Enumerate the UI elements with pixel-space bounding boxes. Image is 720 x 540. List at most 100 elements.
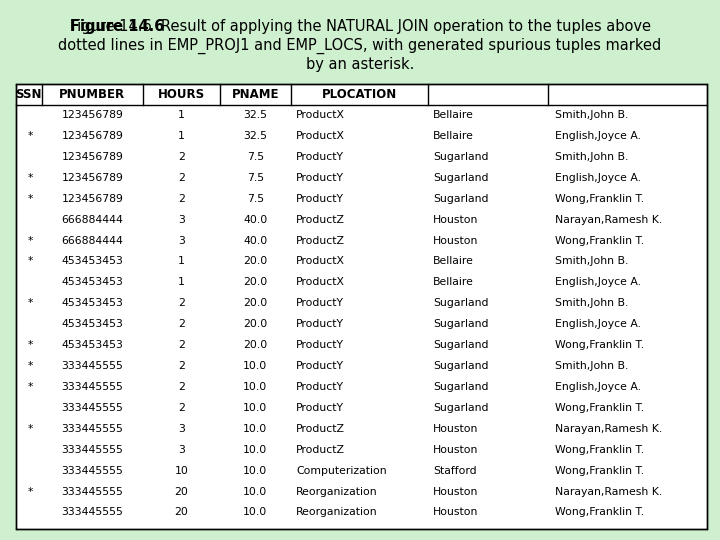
Text: Computerization: Computerization <box>296 465 387 476</box>
Text: ProductZ: ProductZ <box>296 445 345 455</box>
Text: English,Joyce A.: English,Joyce A. <box>554 278 641 287</box>
Text: ProductX: ProductX <box>296 278 345 287</box>
Text: Narayan,Ramesh K.: Narayan,Ramesh K. <box>554 487 662 497</box>
Text: 10.0: 10.0 <box>243 403 268 413</box>
Text: 40.0: 40.0 <box>243 235 268 246</box>
Text: 7.5: 7.5 <box>247 152 264 162</box>
Text: PNUMBER: PNUMBER <box>59 87 125 100</box>
Text: 3: 3 <box>178 424 185 434</box>
Text: *: * <box>27 131 32 141</box>
Text: 20.0: 20.0 <box>243 319 268 329</box>
Text: Smith,John B.: Smith,John B. <box>554 298 628 308</box>
Text: 453453453: 453453453 <box>61 298 123 308</box>
Text: dotted lines in EMP_PROJ1 and EMP_LOCS, with generated spurious tuples marked: dotted lines in EMP_PROJ1 and EMP_LOCS, … <box>58 38 662 54</box>
Text: *: * <box>27 424 32 434</box>
Text: 453453453: 453453453 <box>61 319 123 329</box>
Text: *: * <box>27 256 32 266</box>
Text: 2: 2 <box>178 382 185 392</box>
Text: 7.5: 7.5 <box>247 173 264 183</box>
Text: ProductZ: ProductZ <box>296 424 345 434</box>
Text: Bellaire: Bellaire <box>433 131 474 141</box>
Text: ProductX: ProductX <box>296 110 345 120</box>
Text: 1: 1 <box>178 256 185 266</box>
Text: Smith,John B.: Smith,John B. <box>554 361 628 371</box>
Text: 10.0: 10.0 <box>243 424 268 434</box>
Text: 2: 2 <box>178 298 185 308</box>
Text: *: * <box>27 340 32 350</box>
Text: ProductZ: ProductZ <box>296 235 345 246</box>
Text: *: * <box>27 235 32 246</box>
Text: Smith,John B.: Smith,John B. <box>554 152 628 162</box>
Text: English,Joyce A.: English,Joyce A. <box>554 173 641 183</box>
Text: Houston: Houston <box>433 445 478 455</box>
Text: Wong,Franklin T.: Wong,Franklin T. <box>554 340 644 350</box>
Text: *: * <box>27 361 32 371</box>
Text: 32.5: 32.5 <box>243 110 267 120</box>
Text: ProductY: ProductY <box>296 403 344 413</box>
Text: 3: 3 <box>178 445 185 455</box>
Text: 333445555: 333445555 <box>61 424 123 434</box>
Text: *: * <box>27 194 32 204</box>
Text: 32.5: 32.5 <box>243 131 267 141</box>
Text: ProductY: ProductY <box>296 382 344 392</box>
Text: ProductY: ProductY <box>296 319 344 329</box>
Text: 20: 20 <box>175 508 189 517</box>
Text: Reorganization: Reorganization <box>296 487 378 497</box>
Text: 20: 20 <box>175 487 189 497</box>
Bar <box>16 84 707 529</box>
Text: Bellaire: Bellaire <box>433 256 474 266</box>
Text: 666884444: 666884444 <box>61 235 123 246</box>
Text: ProductY: ProductY <box>296 152 344 162</box>
Text: 3: 3 <box>178 215 185 225</box>
Text: 7.5: 7.5 <box>247 194 264 204</box>
Text: Houston: Houston <box>433 215 478 225</box>
Text: 2: 2 <box>178 319 185 329</box>
Text: 333445555: 333445555 <box>61 382 123 392</box>
Text: English,Joyce A.: English,Joyce A. <box>554 131 641 141</box>
Text: 20.0: 20.0 <box>243 298 268 308</box>
Text: 2: 2 <box>178 194 185 204</box>
Text: SSN: SSN <box>15 87 42 100</box>
Text: 123456789: 123456789 <box>61 173 123 183</box>
Text: 10.0: 10.0 <box>243 465 268 476</box>
Text: 123456789: 123456789 <box>61 152 123 162</box>
Text: Narayan,Ramesh K.: Narayan,Ramesh K. <box>554 215 662 225</box>
Text: ProductY: ProductY <box>296 361 344 371</box>
Text: 333445555: 333445555 <box>61 445 123 455</box>
Text: 10.0: 10.0 <box>243 508 268 517</box>
Text: Wong,Franklin T.: Wong,Franklin T. <box>554 235 644 246</box>
Text: 20.0: 20.0 <box>243 340 268 350</box>
Text: 666884444: 666884444 <box>61 215 123 225</box>
Text: ProductZ: ProductZ <box>296 215 345 225</box>
Text: Wong,Franklin T.: Wong,Franklin T. <box>554 445 644 455</box>
Text: Sugarland: Sugarland <box>433 340 488 350</box>
Text: Wong,Franklin T.: Wong,Franklin T. <box>554 194 644 204</box>
Text: Sugarland: Sugarland <box>433 382 488 392</box>
Text: Sugarland: Sugarland <box>433 403 488 413</box>
Text: ProductX: ProductX <box>296 131 345 141</box>
Text: 123456789: 123456789 <box>61 131 123 141</box>
Text: 453453453: 453453453 <box>61 278 123 287</box>
Text: English,Joyce A.: English,Joyce A. <box>554 319 641 329</box>
Text: *: * <box>27 173 32 183</box>
Text: 333445555: 333445555 <box>61 487 123 497</box>
Text: 333445555: 333445555 <box>61 403 123 413</box>
Text: 2: 2 <box>178 340 185 350</box>
Text: Wong,Franklin T.: Wong,Franklin T. <box>554 465 644 476</box>
Text: ProductY: ProductY <box>296 173 344 183</box>
Text: 2: 2 <box>178 403 185 413</box>
Text: 3: 3 <box>178 235 185 246</box>
Text: Houston: Houston <box>433 508 478 517</box>
Text: 2: 2 <box>178 361 185 371</box>
Text: Sugarland: Sugarland <box>433 194 488 204</box>
Text: 1: 1 <box>178 131 185 141</box>
Text: 333445555: 333445555 <box>61 508 123 517</box>
Text: 1: 1 <box>178 278 185 287</box>
Text: Sugarland: Sugarland <box>433 298 488 308</box>
Text: Houston: Houston <box>433 424 478 434</box>
Text: Smith,John B.: Smith,John B. <box>554 256 628 266</box>
Text: Stafford: Stafford <box>433 465 477 476</box>
Text: 10.0: 10.0 <box>243 487 268 497</box>
Text: Reorganization: Reorganization <box>296 508 378 517</box>
Text: 123456789: 123456789 <box>61 110 123 120</box>
